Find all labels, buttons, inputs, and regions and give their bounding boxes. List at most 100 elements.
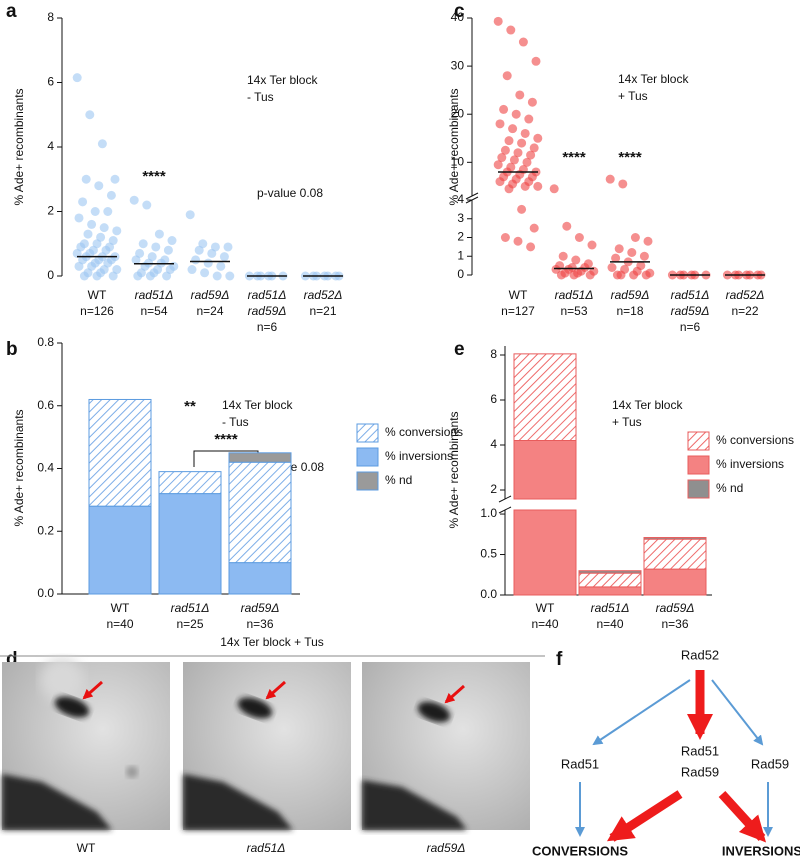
legend-swatch (356, 447, 379, 467)
data-point (99, 223, 109, 233)
blot-title: 14x Ter block + Tus (220, 635, 324, 649)
y-tick-label: 4 (490, 437, 497, 451)
y-tick-label: 0 (47, 268, 54, 282)
x-tick-label: rad51Δ (135, 288, 174, 302)
data-point (72, 73, 82, 83)
x-tick-label: rad59Δ (241, 601, 280, 615)
y-axis-label: % Ade+ recombinants (447, 88, 461, 205)
data-point (493, 16, 503, 26)
legend-label: % conversions (716, 433, 794, 447)
n-label: n=126 (80, 304, 114, 318)
data-point (154, 229, 164, 239)
diagram-node: CONVERSIONS (532, 843, 628, 858)
y-tick-label: 40 (451, 10, 465, 24)
data-point (571, 255, 581, 265)
legend-swatch (687, 455, 710, 475)
data-point (90, 207, 100, 216)
data-point (605, 174, 615, 184)
data-point (112, 226, 122, 236)
data-point (110, 174, 120, 184)
bar-segment (513, 353, 577, 441)
bar-segment (88, 505, 152, 595)
data-point (212, 271, 222, 281)
bar-segment (513, 509, 577, 596)
data-point (639, 251, 649, 261)
bar-segment (228, 562, 292, 595)
y-tick-label: 0 (457, 267, 464, 281)
data-point (216, 261, 226, 271)
data-point (607, 263, 617, 272)
x-tick-label: rad52Δ (726, 288, 765, 302)
data-point (529, 143, 539, 153)
diagram-node: Rad51 (681, 743, 719, 758)
n-label: n=53 (560, 304, 587, 318)
data-point (517, 138, 527, 148)
data-point (585, 270, 595, 280)
x-tick-label: rad52Δ (304, 288, 343, 302)
data-point (629, 270, 639, 280)
n-label: n=40 (596, 617, 623, 631)
data-point (129, 195, 139, 205)
y-tick-label: 30 (451, 58, 465, 72)
data-point (618, 179, 628, 189)
data-point (509, 155, 519, 165)
data-point (574, 233, 584, 242)
data-point (511, 109, 521, 119)
x-tick-label: rad51Δ (591, 601, 630, 615)
data-point (497, 153, 507, 163)
data-point (85, 110, 95, 120)
y-axis-label: % Ade+ recombinants (447, 411, 461, 528)
data-point (191, 255, 201, 265)
axis-break (498, 506, 512, 514)
data-point (223, 242, 233, 252)
legend-swatch (356, 423, 379, 443)
annotation: 14x Ter block (247, 73, 318, 87)
y-tick-label: 0.6 (37, 398, 54, 412)
data-point (612, 270, 622, 280)
n-label: n=127 (501, 304, 535, 318)
data-point (533, 133, 543, 143)
data-point (587, 240, 597, 250)
y-tick-label: 2 (47, 204, 54, 218)
panel-letter: c (454, 1, 465, 22)
legend-label: % conversions (385, 425, 463, 439)
data-point (167, 236, 177, 246)
x-tick-label: rad51Δ (555, 288, 594, 302)
x-tick-label: WT (509, 288, 528, 302)
data-point (145, 271, 155, 281)
n-label: n=40 (531, 617, 558, 631)
bar-segment (578, 572, 642, 588)
panel-letter: a (6, 1, 17, 22)
n-label: n=36 (246, 617, 273, 631)
blot-image (362, 662, 530, 830)
data-point (87, 219, 97, 229)
blot-label: rad51Δ (247, 841, 286, 855)
legend-label: % inversions (716, 457, 784, 471)
n-label: n=6 (257, 320, 278, 334)
diagram-node: Rad59 (681, 764, 719, 779)
bar-segment (643, 537, 707, 540)
data-point (97, 139, 107, 149)
diagram-arrows (575, 670, 773, 843)
data-point (556, 270, 566, 280)
data-point (614, 244, 624, 254)
y-tick-label: 6 (47, 75, 54, 89)
data-point (611, 253, 621, 263)
y-tick-label: 3 (457, 211, 464, 225)
data-point (225, 271, 235, 281)
data-point (203, 258, 213, 268)
annotation: **** (618, 149, 642, 166)
x-tick-label: rad51Δ (671, 288, 710, 302)
y-tick-label: 1 (457, 248, 464, 262)
x-tick-label: rad59Δ (191, 288, 230, 302)
data-point (74, 261, 84, 271)
panel-letter: f (556, 649, 563, 670)
blot-label: WT (77, 841, 96, 855)
bar-segment (643, 568, 707, 596)
bar-segment (88, 398, 152, 507)
x-tick-label: rad51Δ (171, 601, 210, 615)
annotation: + Tus (612, 415, 642, 429)
data-point (79, 271, 89, 281)
data-point (92, 271, 102, 281)
